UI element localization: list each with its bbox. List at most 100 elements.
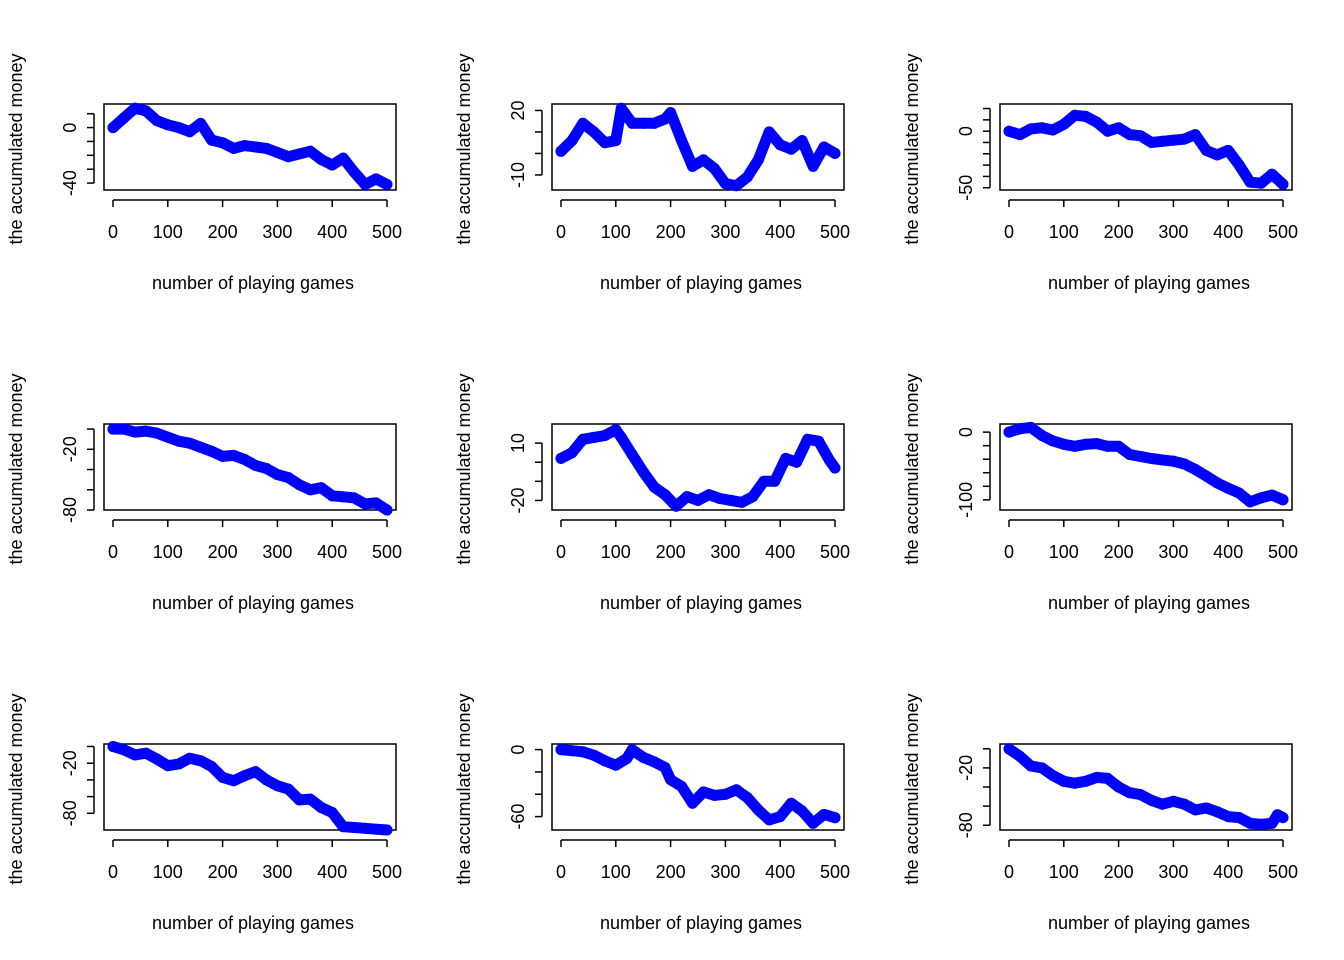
- y-axis-label: the accumulated money: [6, 693, 26, 884]
- data-point: [615, 102, 627, 114]
- y-tick-label: 0: [956, 126, 976, 136]
- y-tick-label: -20: [508, 487, 528, 513]
- data-point: [304, 793, 316, 805]
- data-point: [184, 752, 196, 764]
- data-point: [1233, 812, 1245, 824]
- data-point: [217, 771, 229, 783]
- data-point: [282, 783, 294, 795]
- x-axis-label: number of playing games: [1048, 913, 1250, 933]
- plot-frame: [103, 743, 397, 831]
- data-point: [1135, 130, 1146, 142]
- data-point: [239, 770, 250, 782]
- data-point: [1047, 124, 1059, 136]
- data-point: [758, 475, 770, 487]
- data-point: [1113, 781, 1125, 793]
- data-point: [1036, 122, 1048, 134]
- y-tick-label: -20: [956, 755, 976, 781]
- data-point: [621, 753, 633, 764]
- x-tick-label: 300: [710, 542, 740, 562]
- x-tick-label: 400: [317, 222, 347, 242]
- data-point: [1266, 168, 1278, 180]
- data-point: [162, 431, 174, 443]
- y-axis-label: the accumulated money: [6, 53, 26, 244]
- x-axis-label: number of playing games: [152, 913, 354, 933]
- data-point: [555, 145, 567, 157]
- data-point: [659, 762, 671, 773]
- x-tick-label: 200: [1104, 862, 1134, 882]
- data-point: [1135, 789, 1146, 801]
- data-point: [1167, 795, 1179, 807]
- data-point: [118, 112, 130, 124]
- data-point: [824, 454, 835, 466]
- data-point: [1222, 144, 1234, 156]
- data-point: [730, 784, 742, 796]
- data-point: [725, 494, 737, 506]
- x-tick-label: 500: [1268, 862, 1298, 882]
- chart-panel-6: 0 100 200 300 400 500 -100 0 number of playing g…: [902, 373, 1298, 613]
- data-point: [1069, 777, 1081, 789]
- x-tick-label: 200: [1104, 542, 1134, 562]
- series-line: [555, 424, 841, 512]
- x-tick-label: 0: [1004, 542, 1014, 562]
- data-point: [1025, 760, 1037, 772]
- x-tick-label: 0: [108, 862, 118, 882]
- x-axis-label: number of playing games: [600, 593, 802, 613]
- y-axis-label: the accumulated money: [6, 373, 26, 564]
- data-point: [708, 789, 720, 801]
- data-point: [752, 804, 764, 816]
- y-tick-label: -60: [508, 804, 528, 830]
- y-tick-label: -20: [60, 750, 80, 776]
- chart-panel-8: 0 100 200 300 400 500 -60 0 number of playing ga…: [454, 693, 850, 933]
- y-tick-label: -10: [508, 162, 528, 188]
- y-axis-label: the accumulated money: [454, 53, 474, 244]
- data-point: [637, 466, 649, 478]
- data-point: [250, 460, 261, 471]
- data-point: [1058, 118, 1070, 130]
- y-tick-label: -50: [956, 175, 976, 201]
- data-point: [1058, 438, 1070, 450]
- data-point: [566, 135, 578, 147]
- data-point: [1189, 804, 1201, 816]
- data-point: [648, 481, 660, 493]
- data-point: [1124, 129, 1136, 141]
- data-point: [1189, 463, 1201, 475]
- x-tick-label: 100: [601, 222, 631, 242]
- data-point: [304, 145, 316, 157]
- x-tick-label: 300: [1158, 542, 1188, 562]
- data-point: [829, 812, 841, 824]
- data-point: [1233, 487, 1245, 499]
- data-point: [1146, 137, 1157, 148]
- data-point: [1211, 149, 1223, 161]
- data-point: [599, 430, 611, 441]
- data-point: [796, 135, 808, 147]
- data-point: [714, 493, 726, 504]
- data-point: [1003, 743, 1015, 755]
- data-point: [566, 447, 578, 459]
- data-point: [107, 122, 119, 134]
- data-point: [687, 797, 698, 809]
- x-tick-label: 100: [1049, 542, 1079, 562]
- x-axis-label: number of playing games: [152, 273, 354, 293]
- x-tick-label: 500: [1268, 222, 1298, 242]
- data-point: [1167, 455, 1179, 467]
- x-tick-label: 400: [1213, 862, 1243, 882]
- data-point: [140, 105, 152, 117]
- data-point: [250, 141, 261, 153]
- data-point: [1091, 771, 1103, 783]
- data-point: [217, 137, 229, 149]
- data-point: [359, 179, 371, 190]
- chart-panel-3: 0 100 200 300 400 500 -50 0 number of playing ga…: [902, 53, 1298, 293]
- data-point: [1014, 129, 1026, 141]
- data-point: [615, 431, 627, 443]
- data-point: [173, 435, 185, 447]
- y-tick-label: 0: [508, 745, 528, 755]
- data-point: [626, 117, 638, 129]
- x-tick-label: 300: [1158, 862, 1188, 882]
- data-point: [763, 126, 775, 138]
- data-point: [741, 171, 753, 183]
- x-tick-label: 100: [1049, 862, 1079, 882]
- data-point: [692, 494, 704, 506]
- x-tick-label: 100: [153, 222, 183, 242]
- plot-frame: [103, 423, 397, 511]
- data-point: [1211, 806, 1223, 818]
